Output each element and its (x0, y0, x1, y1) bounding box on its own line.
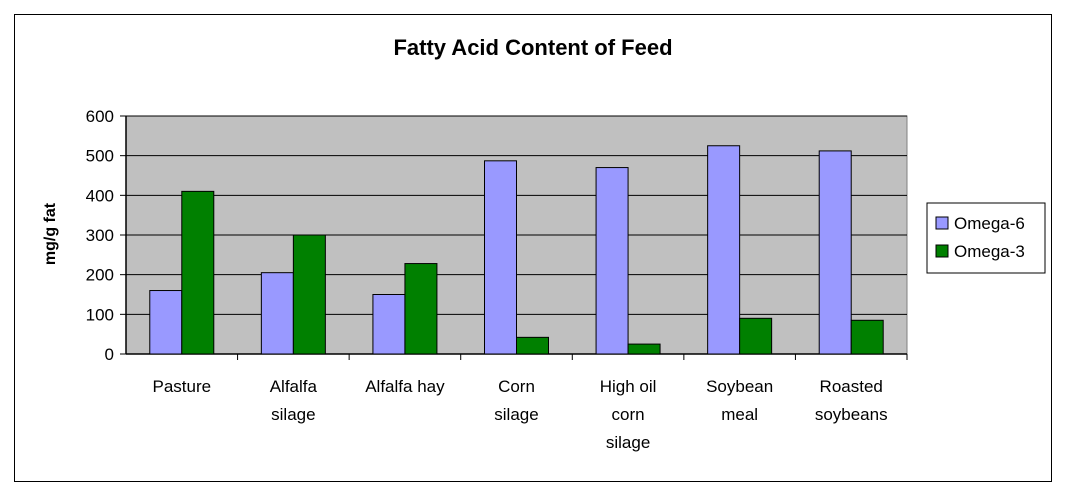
y-tick-label: 100 (86, 305, 114, 324)
x-category-label: High oil corn silage (600, 377, 657, 452)
y-tick-label: 500 (86, 147, 114, 166)
bar-omega-6 (372, 294, 406, 355)
bar-omega-3 (739, 317, 773, 355)
y-tick-label: 400 (86, 186, 114, 205)
bar-omega-6 (707, 145, 741, 355)
bar-omega-6 (260, 272, 294, 355)
bar-omega-6 (818, 150, 852, 355)
x-category-label: Alfalfa silage (270, 377, 318, 424)
x-category-label: Soybean meal (706, 377, 773, 424)
bar-omega-3 (850, 319, 884, 355)
bar-omega-3 (516, 336, 549, 355)
bar-omega-6 (149, 290, 183, 355)
bar-omega-3 (627, 343, 661, 355)
legend-swatch (935, 244, 949, 258)
chart-title: Fatty Acid Content of Feed (393, 35, 672, 60)
y-axis-label: mg/g fat (42, 202, 59, 265)
bar-omega-6 (484, 160, 517, 355)
y-tick-label: 0 (105, 345, 114, 364)
legend-box (926, 202, 1046, 274)
bar-omega-3 (404, 263, 438, 355)
legend: Omega-6 Omega-3 (926, 202, 1046, 274)
bar-omega-3 (292, 234, 326, 355)
bar-omega-6 (595, 167, 629, 355)
x-category-label: Roasted soybeans (815, 377, 888, 424)
legend-label: Omega-6 (954, 214, 1025, 233)
x-category-label: Corn silage (494, 377, 538, 424)
bar-chart: Fatty Acid Content of Feed mg/g fat 0 100… (42, 35, 1046, 452)
legend-swatch (935, 216, 949, 230)
y-tick-label: 600 (86, 107, 114, 126)
legend-label: Omega-3 (954, 242, 1025, 261)
y-tick-label: 200 (86, 266, 114, 285)
y-tick-label: 300 (86, 226, 114, 245)
plot-area: 0 100 200 300 400 500 600 Pasture Alfalfa silage A… (86, 107, 908, 452)
x-category-label: Alfalfa hay (365, 377, 445, 396)
bar-omega-3 (181, 190, 215, 355)
x-category-label: Pasture (152, 377, 211, 396)
chart-frame: Fatty Acid Content of Feed mg/g fat 0 100… (14, 14, 1052, 482)
